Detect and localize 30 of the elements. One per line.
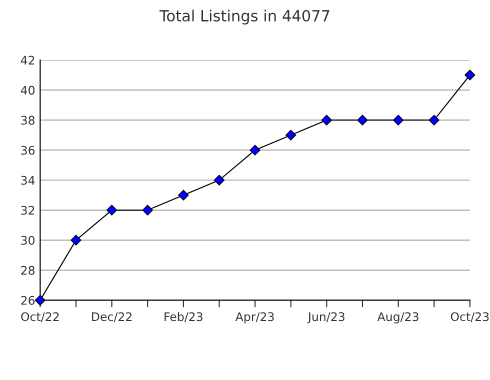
point xyxy=(428,114,440,126)
y-tick-label: 32 xyxy=(21,206,34,215)
point xyxy=(70,234,82,246)
x-tick-label: Dec/22 xyxy=(92,312,132,322)
point xyxy=(357,114,368,126)
y-tick-label: 36 xyxy=(21,146,35,155)
x-tick-label: Aug/23 xyxy=(377,312,418,324)
point xyxy=(321,114,332,126)
x-tick-label: Feb/23 xyxy=(164,312,202,322)
y-tick-label: 26 xyxy=(21,296,35,305)
point xyxy=(392,114,404,126)
y-tick-label: 28 xyxy=(21,266,35,275)
chart-title: Total Listings in 44077 xyxy=(159,10,330,24)
point xyxy=(464,70,476,80)
y-tick-label: 42 xyxy=(20,56,34,65)
y-tick-label: 30 xyxy=(21,236,35,245)
point xyxy=(214,174,225,186)
point xyxy=(250,144,260,156)
point xyxy=(286,130,296,140)
point xyxy=(142,204,153,216)
y-tick-label: 40 xyxy=(20,86,35,95)
point xyxy=(34,294,46,306)
x-tick-label: Jun/23 xyxy=(307,312,344,324)
point xyxy=(178,190,189,200)
y-tick-label: 38 xyxy=(21,116,35,125)
x-tick-label: Oct/22 xyxy=(21,312,59,322)
y-tick-label: 34 xyxy=(21,176,35,185)
point xyxy=(106,204,118,216)
x-tick-label: Apr/23 xyxy=(235,312,274,324)
x-tick-label: Oct/23 xyxy=(450,312,489,322)
